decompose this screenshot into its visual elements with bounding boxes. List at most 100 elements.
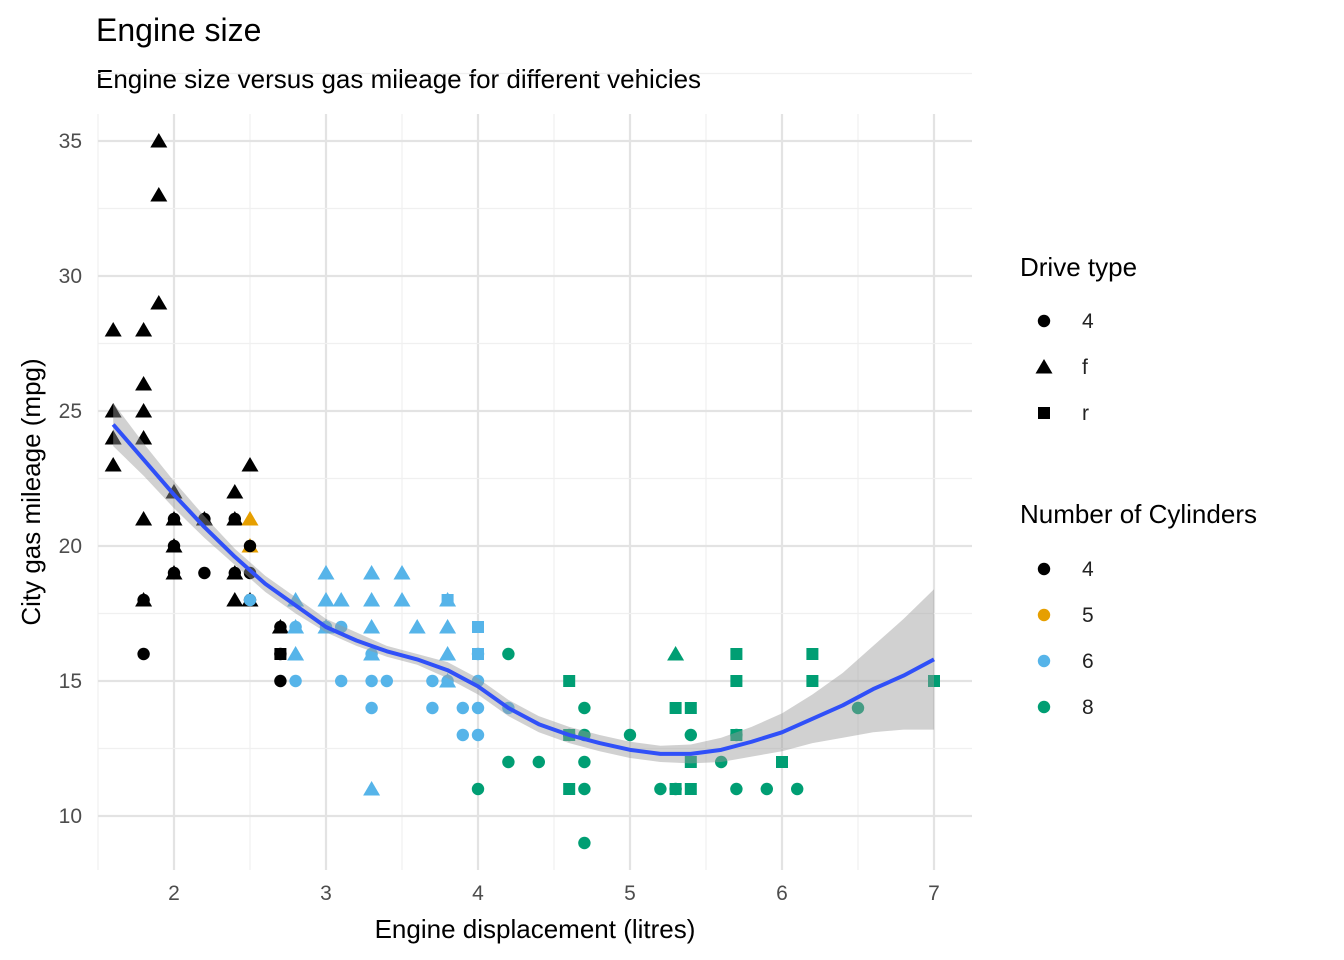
data-point: [426, 674, 439, 688]
data-point: [243, 593, 257, 607]
y-axis-label: City gas mileage (mpg): [16, 358, 46, 625]
data-point: [135, 403, 153, 418]
data-point: [289, 674, 302, 688]
legend-drive-label: f: [1082, 356, 1088, 379]
data-point: [335, 620, 348, 634]
data-point: [241, 511, 259, 526]
data-point: [532, 755, 545, 769]
legend-drive-key: [1038, 407, 1050, 419]
legend-cylinder-key: [1037, 608, 1051, 622]
data-point: [502, 647, 515, 661]
data-point: [563, 675, 576, 687]
data-point: [226, 484, 244, 499]
grid: [97, 72, 972, 870]
y-tick-label: 15: [59, 670, 82, 693]
data-point: [226, 592, 244, 607]
legend-drive-label: r: [1082, 402, 1089, 425]
legend-cylinder-key: [1037, 700, 1051, 714]
data-point: [167, 512, 181, 526]
data-point: [471, 782, 485, 796]
data-point: [456, 728, 469, 742]
data-point: [365, 674, 378, 688]
y-tick-label: 20: [59, 535, 82, 558]
data-point: [150, 295, 168, 310]
data-point: [167, 566, 181, 580]
data-point: [104, 322, 122, 337]
data-point: [578, 782, 591, 796]
data-point: [578, 836, 591, 850]
data-point: [760, 782, 773, 796]
legend-cylinder-label: 8: [1082, 696, 1094, 719]
data-point: [441, 594, 454, 606]
data-point: [502, 755, 515, 769]
data-point: [715, 755, 728, 769]
data-point: [137, 593, 150, 607]
legend-drive-key: [1037, 314, 1051, 328]
data-point: [471, 728, 485, 742]
legend-title-drive-type: Drive type: [1020, 252, 1138, 282]
y-tick-label: 25: [59, 400, 82, 423]
data-point: [776, 756, 788, 768]
data-point: [363, 781, 381, 796]
data-point: [228, 512, 241, 526]
data-point: [135, 322, 153, 337]
data-point: [165, 484, 183, 499]
x-tick-label: 5: [624, 882, 636, 905]
data-point: [472, 621, 484, 633]
data-point: [684, 783, 697, 795]
data-point: [441, 674, 454, 688]
data-point: [135, 430, 153, 445]
data-point: [363, 619, 381, 634]
data-point: [684, 756, 697, 768]
data-point: [578, 701, 591, 715]
data-point: [167, 539, 181, 553]
data-point: [408, 619, 426, 634]
data-point: [274, 674, 287, 688]
x-tick-label: 6: [776, 882, 788, 905]
data-point: [471, 647, 485, 661]
x-tick-label: 7: [928, 882, 940, 905]
data-point: [241, 457, 259, 472]
x-tick-label: 3: [320, 882, 332, 905]
data-point: [287, 646, 305, 661]
data-point: [456, 701, 469, 715]
data-point: [684, 728, 697, 742]
legend-cylinder-key: [1037, 562, 1051, 576]
data-point: [669, 782, 682, 796]
legend-drive-key: [1035, 359, 1053, 374]
data-points: [104, 133, 940, 850]
data-point: [730, 728, 743, 742]
data-point: [365, 701, 378, 715]
data-point: [104, 403, 122, 418]
data-point: [439, 619, 457, 634]
data-point: [380, 674, 393, 688]
y-tick-label: 10: [59, 805, 82, 828]
data-point: [289, 620, 302, 634]
data-point: [317, 592, 335, 607]
data-point: [104, 430, 122, 445]
legend-drive-label: 4: [1082, 310, 1094, 333]
data-point: [365, 647, 378, 661]
confidence-ribbon: [113, 402, 934, 764]
data-point: [426, 701, 439, 715]
data-point: [578, 755, 591, 769]
legend-title-cylinders: Number of Cylinders: [1020, 499, 1257, 529]
data-point: [150, 187, 168, 202]
y-tick-label: 35: [59, 130, 82, 153]
data-point: [271, 619, 289, 634]
data-point: [363, 565, 381, 580]
data-point: [135, 511, 153, 526]
data-point: [928, 675, 940, 687]
data-point: [439, 646, 457, 661]
chart-title: Engine size: [96, 12, 262, 48]
smooth-line: [111, 423, 935, 756]
data-point: [806, 675, 819, 687]
y-tick-label: 30: [59, 265, 82, 288]
data-point: [150, 133, 168, 148]
data-point: [393, 565, 411, 580]
data-point: [851, 701, 865, 715]
chart-subtitle: Engine size versus gas mileage for diffe…: [96, 64, 702, 94]
x-tick-label: 2: [168, 882, 180, 905]
data-point: [335, 674, 348, 688]
